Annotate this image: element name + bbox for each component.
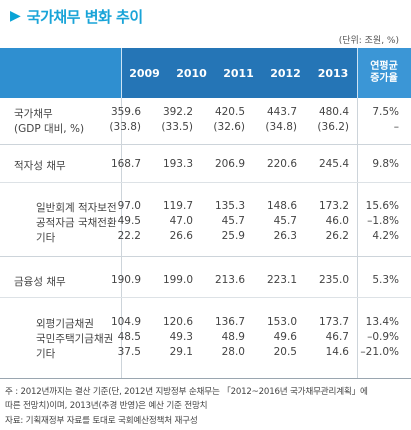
footnote: 주 : 2012년까지는 결산 기준(단, 2012년 지방정부 순채무는 「2… — [5, 387, 368, 397]
table-row: 일반회계 적자보전 97.0 119.7 135.3 148.6 173.2 1… — [36, 200, 399, 214]
source-note: 자료: 기획재정부 자료를 토대로 국회예산정책처 재구성 — [5, 416, 198, 426]
table-row: 기타 22.2 26.6 25.9 26.3 26.2 4.2% — [36, 230, 399, 244]
growth-header: 연평균 증가율 — [370, 61, 398, 84]
page-title: 국가채무 변화 추이 — [26, 7, 143, 26]
title-block: ▶ 국가채무 변화 추이 — [10, 6, 143, 26]
year-header-2010: 2010 — [176, 66, 207, 80]
table-row: 공적자금 국채전환 49.5 47.0 45.7 45.7 46.0 –1.8% — [36, 215, 399, 229]
table-row: (GDP 대비, %) (33.8) (33.5) (32.6) (34.8) … — [14, 121, 399, 135]
unit-label: (단위: 조원, %) — [338, 36, 399, 46]
footnote-continued: 따른 전망치)이며, 2013년(추경 반영)은 예산 기준 전망치 — [5, 401, 208, 411]
table-row: 적자성 채무 168.7 193.3 206.9 220.6 245.4 9.8… — [14, 158, 399, 172]
table-header: 2009 2010 2011 2012 2013 연평균 증가율 — [0, 48, 411, 98]
year-header-2012: 2012 — [270, 66, 301, 80]
triangle-arrow-icon: ▶ — [10, 8, 21, 24]
year-header-2011: 2011 — [223, 66, 254, 80]
year-header-2013: 2013 — [317, 66, 349, 80]
year-header-2009: 2009 — [129, 66, 160, 80]
table-row: 기타 37.5 29.1 28.0 20.5 14.6 –21.0% — [36, 346, 399, 360]
table-row: 금융성 채무 190.9 199.0 213.6 223.1 235.0 5.3… — [14, 274, 399, 288]
table-row: 외평기금채권 104.9 120.6 136.7 153.0 173.7 13.… — [36, 316, 399, 330]
table-row: 국가채무 359.6 392.2 420.5 443.7 480.4 7.5% — [14, 106, 399, 120]
table-row: 국민주택기금채권 48.5 49.3 48.9 49.6 46.7 –0.9% — [36, 331, 399, 345]
